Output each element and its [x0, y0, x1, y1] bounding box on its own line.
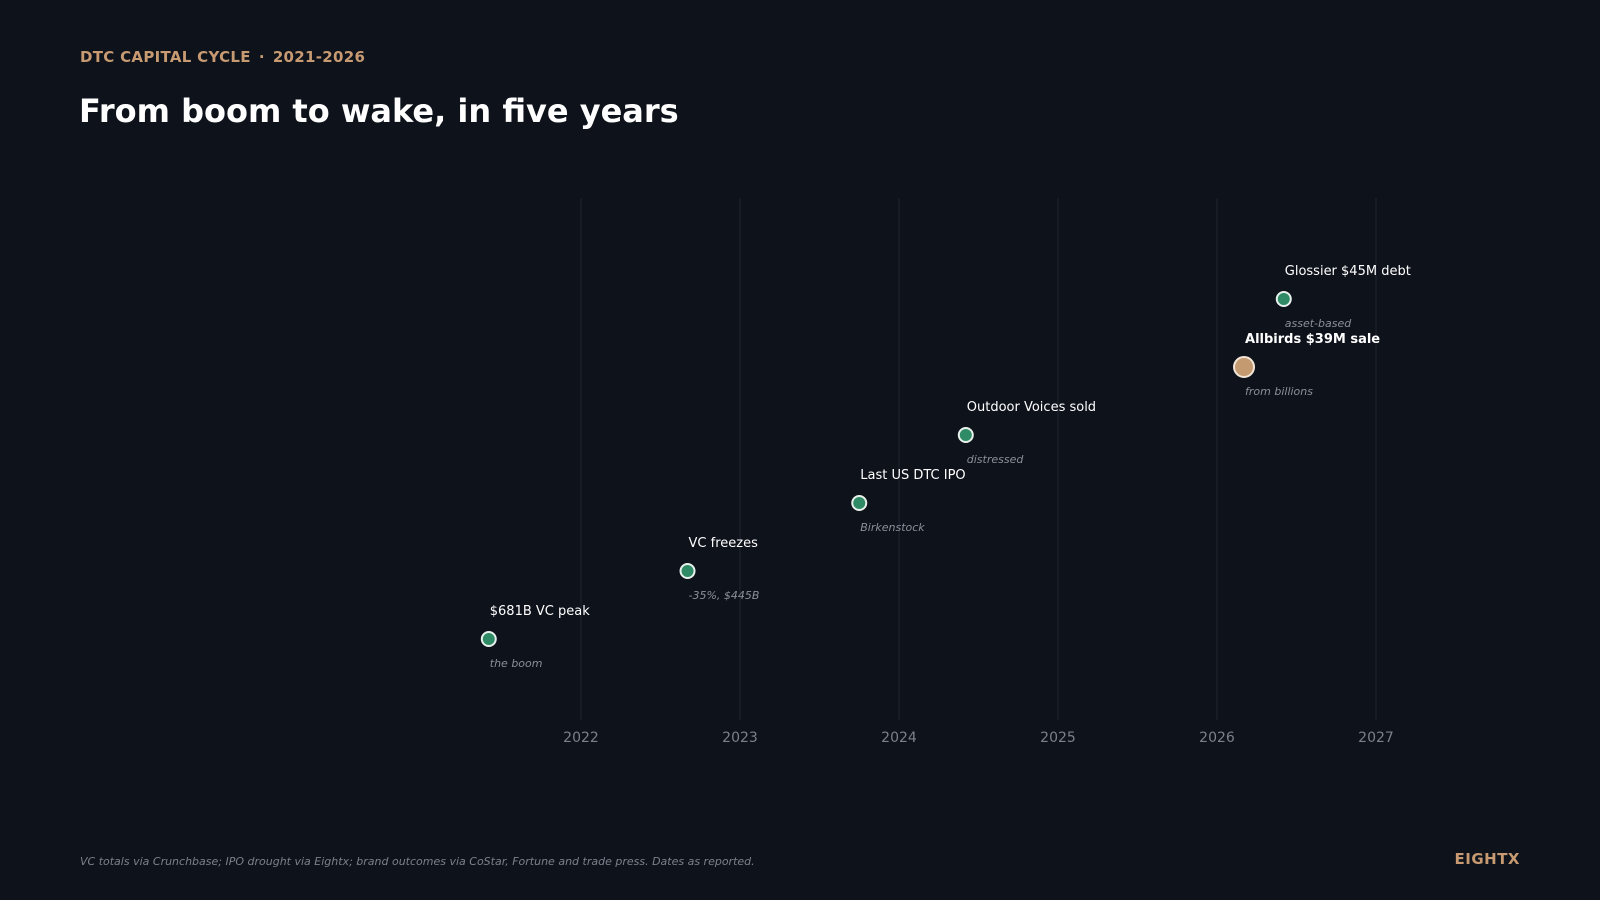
data-label: Last US DTC IPO	[860, 468, 965, 483]
x-tick-label: 2024	[881, 730, 917, 746]
data-label: VC freezes	[689, 536, 759, 551]
data-point	[957, 427, 974, 443]
data-point	[679, 563, 696, 579]
page-title: From boom to wake, in five years	[79, 92, 679, 130]
data-sublabel: Birkenstock	[860, 521, 925, 534]
data-sublabel: -35%, $445B	[689, 589, 760, 602]
data-point	[480, 631, 497, 647]
data-label: Allbirds $39M sale	[1245, 332, 1380, 347]
data-point	[1275, 291, 1292, 307]
x-tick-label: 2025	[1040, 730, 1076, 746]
x-tick-label: 2023	[722, 730, 758, 746]
eyebrow-left: DTC CAPITAL CYCLE	[80, 48, 251, 66]
source-note: VC totals via Crunchbase; IPO drought vi…	[80, 855, 755, 868]
data-label: $681B VC peak	[490, 604, 590, 619]
eyebrow-separator: ·	[258, 48, 265, 66]
eyebrow-right: 2021-2026	[272, 48, 366, 66]
x-tick-label: 2026	[1199, 730, 1235, 746]
eyebrow: DTC CAPITAL CYCLE · 2021-2026	[80, 48, 365, 66]
x-tick-label: 2027	[1358, 730, 1394, 746]
data-label: Outdoor Voices sold	[967, 400, 1096, 415]
data-sublabel: asset-based	[1285, 317, 1352, 330]
data-point	[851, 495, 868, 511]
data-sublabel: the boom	[490, 657, 543, 670]
data-point-highlight	[1233, 356, 1256, 378]
brand-logo: EIGHTX	[1454, 850, 1520, 868]
data-label: Glossier $45M debt	[1285, 264, 1411, 279]
data-sublabel: from billions	[1245, 385, 1313, 398]
data-sublabel: distressed	[967, 453, 1025, 466]
x-tick-label: 2022	[563, 730, 599, 746]
